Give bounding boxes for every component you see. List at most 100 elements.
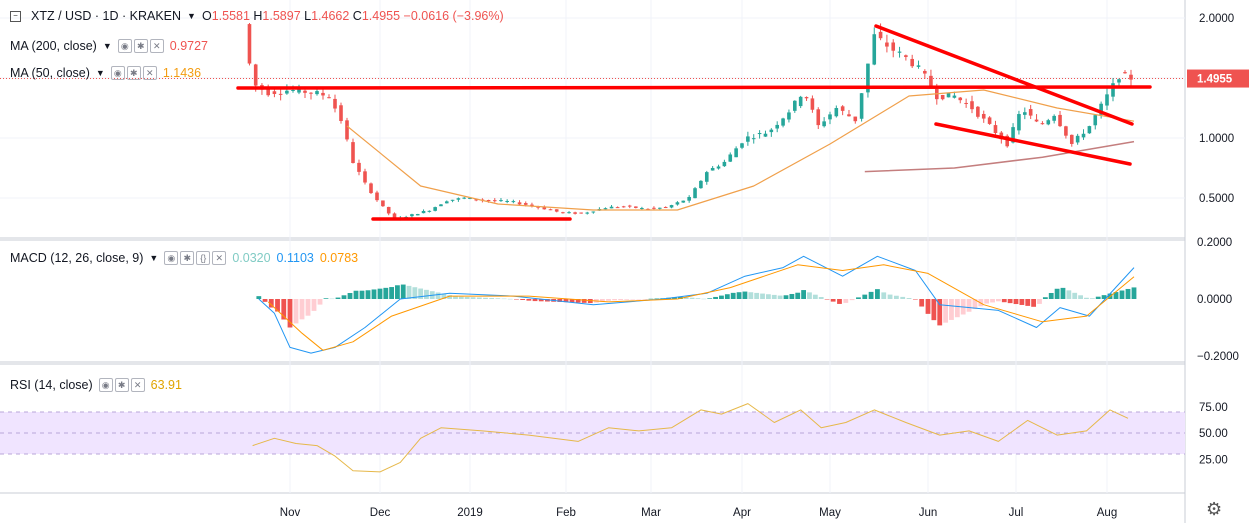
candle-body bbox=[450, 199, 455, 201]
candle-body bbox=[859, 93, 864, 119]
rsi-legend: RSI (14, close) ◉ ✱ ✕ 63.91 bbox=[10, 378, 182, 392]
ma200-line bbox=[864, 140, 1135, 173]
macd-histogram-bar bbox=[925, 299, 931, 314]
candle-body bbox=[640, 208, 644, 210]
close-icon[interactable]: ✕ bbox=[149, 39, 164, 53]
candle-body bbox=[410, 214, 414, 217]
price-series bbox=[247, 23, 1137, 473]
macd-histogram-bar bbox=[365, 290, 371, 299]
macd-histogram-bar bbox=[1060, 287, 1066, 299]
macd-histogram-bar bbox=[424, 289, 429, 299]
macd-histogram-bar bbox=[837, 299, 842, 304]
macd-histogram-bar bbox=[742, 291, 748, 299]
candle-body bbox=[1099, 103, 1103, 115]
candle-body bbox=[904, 55, 908, 57]
candle-body bbox=[929, 75, 933, 88]
ma50-label[interactable]: MA (50, close) bbox=[10, 66, 90, 80]
macd-histogram-bar bbox=[1001, 299, 1007, 303]
candle-body bbox=[421, 210, 426, 214]
candle-body bbox=[456, 198, 461, 200]
candle-body bbox=[769, 129, 774, 133]
gear-icon[interactable]: ✱ bbox=[180, 251, 195, 265]
candle-body bbox=[669, 205, 674, 208]
candle-body bbox=[828, 114, 832, 120]
eye-icon[interactable]: ◉ bbox=[117, 39, 132, 53]
macd-histogram-bar bbox=[347, 293, 353, 299]
candle-body bbox=[687, 196, 691, 201]
macd-histogram-bar bbox=[341, 295, 347, 299]
macd-histogram-bar bbox=[453, 296, 458, 299]
rsi-line bbox=[252, 403, 1129, 473]
candle-body bbox=[357, 162, 361, 172]
gear-icon[interactable]: ✱ bbox=[126, 66, 141, 80]
time-tick-label: Apr bbox=[733, 507, 751, 519]
macd-histogram-bar bbox=[701, 298, 707, 300]
macd-label[interactable]: MACD (12, 26, close, 9) bbox=[10, 251, 144, 265]
eye-icon[interactable]: ◉ bbox=[164, 251, 179, 265]
settings-gear-icon[interactable]: ⚙ bbox=[1206, 499, 1223, 519]
candle-body bbox=[722, 161, 727, 167]
candle-body bbox=[976, 106, 980, 117]
candle-body bbox=[247, 24, 252, 64]
chevron-down-icon[interactable]: ▼ bbox=[187, 11, 196, 21]
close-icon[interactable]: ✕ bbox=[130, 378, 145, 392]
time-tick-label: Aug bbox=[1097, 507, 1117, 519]
macd-histogram-bar bbox=[353, 290, 359, 299]
macd-histogram-bar bbox=[563, 299, 569, 303]
candle-body bbox=[1129, 74, 1133, 80]
candle-body bbox=[916, 65, 921, 67]
candle-body bbox=[1058, 114, 1062, 127]
collapse-icon[interactable]: − bbox=[10, 10, 21, 22]
chevron-down-icon[interactable]: ▼ bbox=[102, 41, 112, 51]
candle-body bbox=[369, 183, 373, 194]
eye-icon[interactable]: ◉ bbox=[98, 378, 113, 392]
macd-hist-value: 0.0320 bbox=[232, 251, 271, 265]
close-icon[interactable]: ✕ bbox=[212, 251, 227, 265]
candle-body bbox=[658, 207, 662, 209]
candle-body bbox=[603, 208, 608, 210]
macd-histogram-bar bbox=[507, 298, 513, 300]
ma200-value: 0.9727 bbox=[169, 39, 208, 53]
candle-body bbox=[444, 201, 449, 204]
source-icon[interactable]: {} bbox=[196, 251, 211, 265]
chevron-down-icon[interactable]: ▼ bbox=[149, 253, 159, 263]
gear-icon[interactable]: ✱ bbox=[133, 39, 148, 53]
macd-histogram-bar bbox=[1066, 290, 1072, 299]
macd-tick-label: 0.2000 bbox=[1197, 237, 1232, 249]
symbol-title[interactable]: XTZ / USD · 1D · KRAKEN bbox=[31, 9, 182, 23]
candle-body bbox=[1117, 79, 1121, 83]
rsi-label[interactable]: RSI (14, close) bbox=[10, 378, 93, 392]
time-tick-label: Jul bbox=[1009, 507, 1024, 519]
eye-icon[interactable]: ◉ bbox=[110, 66, 125, 80]
macd-histogram-bar bbox=[418, 288, 424, 299]
macd-histogram-bar bbox=[606, 299, 611, 301]
macd-histogram-bar bbox=[1095, 296, 1101, 299]
macd-histogram-bar bbox=[830, 299, 836, 302]
macd-histogram-bar bbox=[470, 297, 476, 299]
macd-histogram-bar bbox=[262, 299, 268, 302]
chevron-down-icon[interactable]: ▼ bbox=[95, 68, 105, 78]
candle-body bbox=[952, 95, 957, 98]
candle-body bbox=[321, 92, 325, 96]
macd-histogram-bar bbox=[1125, 288, 1131, 299]
macd-histogram-bar bbox=[275, 299, 280, 312]
macd-histogram-bar bbox=[713, 296, 718, 299]
macd-histogram-bar bbox=[984, 299, 990, 304]
macd-histogram-bar bbox=[1025, 299, 1031, 306]
gear-icon[interactable]: ✱ bbox=[114, 378, 129, 392]
candle-body bbox=[946, 92, 951, 98]
macd-histogram-bar bbox=[1131, 287, 1137, 299]
price-tick-label: 0.5000 bbox=[1199, 193, 1234, 205]
candle-body bbox=[615, 207, 620, 209]
candle-body bbox=[1046, 120, 1051, 125]
ma200-legend: MA (200, close) ▼ ◉ ✱ ✕ 0.9727 bbox=[10, 39, 208, 53]
ohlc-values: O1.5581 H1.5897 L1.4662 C1.4955 −0.0616 … bbox=[202, 9, 504, 23]
candle-body bbox=[891, 42, 896, 51]
candle-body bbox=[474, 199, 478, 201]
macd-signal-value: 0.0783 bbox=[319, 251, 359, 265]
ma200-label[interactable]: MA (200, close) bbox=[10, 39, 97, 53]
candle-body bbox=[675, 202, 680, 205]
close-icon[interactable]: ✕ bbox=[142, 66, 157, 80]
macd-histogram-bar bbox=[377, 288, 383, 299]
